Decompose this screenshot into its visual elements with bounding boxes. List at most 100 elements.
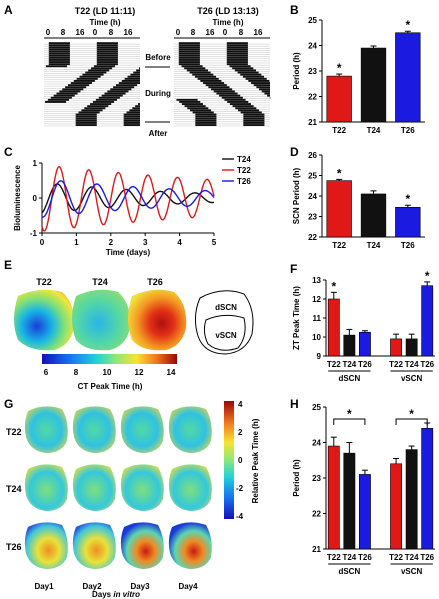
panel-letter-f: F xyxy=(290,262,298,276)
activity-block xyxy=(179,101,201,103)
significance-bracket xyxy=(333,418,366,425)
y-tick-label: 11 xyxy=(313,314,322,323)
map-title-t22: T22 xyxy=(36,277,52,287)
colorbar-v-tick: 2 xyxy=(238,428,243,437)
y-tick-label: 21 xyxy=(312,545,321,554)
panel-letter-e: E xyxy=(4,258,13,272)
activity-block xyxy=(197,77,219,80)
colorbar-ct-peak xyxy=(42,354,177,364)
activity-block xyxy=(178,50,200,53)
legend-label: T24 xyxy=(237,155,251,164)
activity-block xyxy=(211,88,233,91)
bar xyxy=(326,180,352,238)
y-tick-label: 24 xyxy=(312,439,321,448)
y-tick-label: 9 xyxy=(317,352,322,361)
actogram-t22 xyxy=(44,42,140,127)
colorbar-tick: 12 xyxy=(135,368,144,377)
activity-block xyxy=(96,42,118,45)
legend-label: T22 xyxy=(237,166,251,175)
x-axis-label: Time (days) xyxy=(106,248,151,257)
significance-star: * xyxy=(405,192,410,206)
activity-block xyxy=(264,92,270,95)
activity-block xyxy=(68,84,90,87)
activity-block xyxy=(101,94,123,97)
activity-block xyxy=(75,122,97,124)
activity-block xyxy=(82,73,104,76)
activity-block xyxy=(139,67,140,70)
colorbar-relative-peak xyxy=(224,401,234,519)
actogram-tick: 0 xyxy=(176,28,181,37)
activity-block xyxy=(189,71,211,74)
colorbar-label: CT Peak Time (h) xyxy=(78,382,143,391)
y-axis-label: SCN Period (h) xyxy=(292,167,301,224)
actogram-tick: 0 xyxy=(223,28,228,37)
region-label-vscn: vSCN xyxy=(215,331,237,340)
activity-block xyxy=(78,111,100,114)
scn-map-t26 xyxy=(128,289,187,351)
colorbar-v-label: Relative Peak Time (h) xyxy=(251,418,260,503)
activity-block xyxy=(269,96,271,99)
x-tick-label: T24 xyxy=(367,241,381,250)
activity-block xyxy=(259,88,270,91)
x-tick-label: 1 xyxy=(74,238,79,247)
activity-block xyxy=(242,75,265,78)
actogram-tick: 8 xyxy=(109,28,114,37)
activity-block xyxy=(130,73,140,76)
x-tick-label: T22 xyxy=(332,241,346,250)
actogram-tick: 8 xyxy=(239,28,244,37)
activity-block xyxy=(96,63,118,66)
group-label: dSCN xyxy=(338,374,360,383)
x-tick-label: T24 xyxy=(367,126,381,135)
scn-outline xyxy=(194,290,254,355)
activity-block xyxy=(87,105,109,108)
activity-block xyxy=(84,107,106,110)
x-tick-label: T24 xyxy=(405,553,419,562)
activity-block xyxy=(226,50,248,53)
relative-peak-map-r2-d2 xyxy=(72,464,116,511)
activity-block xyxy=(243,117,265,120)
activity-block xyxy=(45,65,68,68)
y-axis-label: Period (h) xyxy=(292,459,301,497)
activity-block xyxy=(195,113,217,116)
significance-star: * xyxy=(409,407,414,421)
activity-block xyxy=(73,80,95,82)
activity-block xyxy=(65,86,87,89)
activity-block xyxy=(116,84,138,87)
actogram-tick: 16 xyxy=(254,28,263,37)
actogram-t26 xyxy=(174,42,271,127)
actogram-title-t22: T22 (LD 11:11) xyxy=(75,6,136,16)
activity-block xyxy=(184,105,206,108)
panel-letter-g: G xyxy=(4,397,14,411)
group-label: dSCN xyxy=(338,567,360,576)
y-tick-label: 10 xyxy=(312,333,321,342)
day-label-4: Day4 xyxy=(178,582,198,591)
activity-block xyxy=(240,73,262,76)
activity-block xyxy=(178,42,200,45)
activity-block xyxy=(79,75,101,78)
activity-block xyxy=(229,103,251,105)
activity-block xyxy=(234,69,256,72)
y-tick-label: 1 xyxy=(33,159,38,168)
x-tick-label: 5 xyxy=(212,238,217,247)
panel-e-maps: T22 T24 T26 dSCN vSCN 6 8 10 12 14 CT Pe… xyxy=(14,277,254,391)
relative-peak-map-r2-d1 xyxy=(24,464,68,511)
relative-peak-map-r1-d3 xyxy=(120,406,164,453)
y-tick-label: 12 xyxy=(312,295,321,304)
activity-block xyxy=(178,48,200,51)
x-tick-label: T22 xyxy=(389,553,403,562)
activity-block xyxy=(226,61,248,63)
phase-before-label: Before xyxy=(145,53,171,62)
activity-block xyxy=(195,115,217,118)
colorbar-tick: 10 xyxy=(103,368,112,377)
bar xyxy=(359,474,371,550)
x-tick-label: T26 xyxy=(358,360,372,369)
significance-star: * xyxy=(337,61,342,75)
y-axis-label: Bioluminescence xyxy=(13,165,22,231)
activity-block xyxy=(136,69,140,72)
activity-block xyxy=(221,96,243,99)
activity-block xyxy=(96,44,118,47)
actogram-tick: 0 xyxy=(93,28,98,37)
activity-block xyxy=(104,92,126,95)
activity-block xyxy=(98,96,120,99)
